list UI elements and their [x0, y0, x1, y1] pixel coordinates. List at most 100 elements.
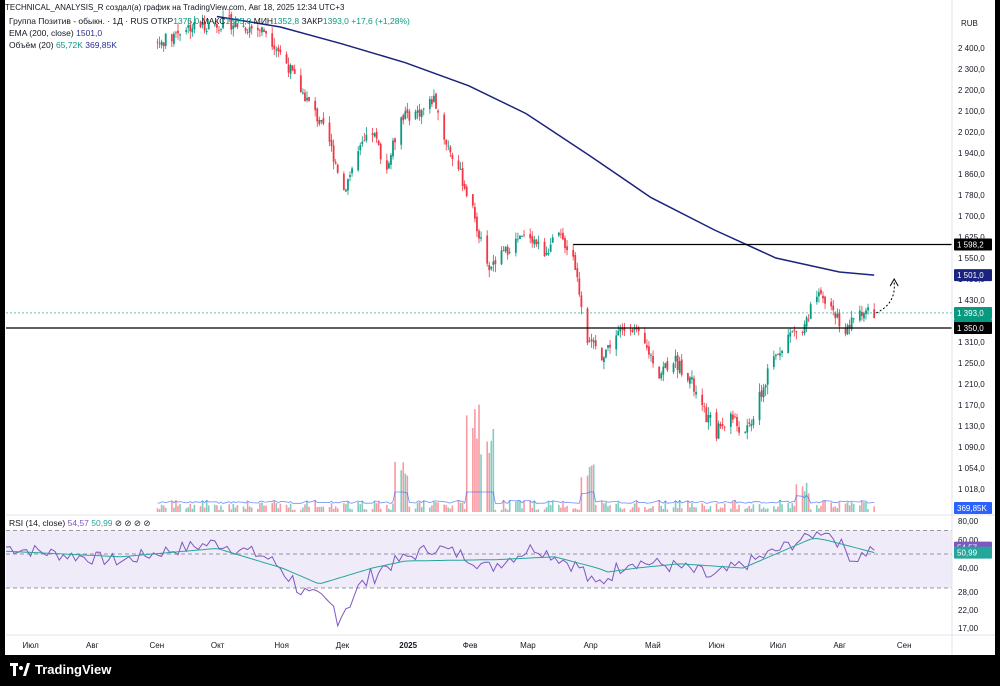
price-tick-label: 1 054,0	[958, 464, 985, 473]
candle	[820, 290, 822, 294]
candle	[476, 216, 478, 232]
time-tick-label: Сен	[149, 641, 164, 650]
ema-value: 1501,0	[76, 28, 103, 38]
volume-bar	[158, 509, 161, 512]
candle	[302, 92, 304, 94]
candle	[320, 119, 323, 122]
last-price-badge-bg	[954, 306, 992, 319]
rsi-band	[6, 530, 952, 588]
candle	[435, 93, 437, 109]
candle	[830, 301, 833, 307]
volume-bar	[791, 503, 794, 512]
volume-bar	[662, 508, 665, 512]
volume-bar	[277, 508, 280, 512]
candle	[803, 324, 806, 334]
change-value: +17,6 (+1,28%)	[351, 16, 410, 26]
volume-bar	[392, 503, 394, 512]
candle	[330, 140, 333, 147]
price-tick-label: 1 250,0	[958, 359, 985, 368]
volume-bar	[537, 509, 540, 512]
candle	[465, 186, 468, 196]
volume-bar	[637, 507, 640, 512]
volume-bar	[486, 441, 488, 512]
price-chart[interactable]: 2 400,0 2 300,0 2 200,0 2 100,0 2 020,0 1 940…	[0, 0, 1000, 655]
candle	[717, 423, 720, 439]
volume-bar	[574, 508, 577, 512]
candle	[304, 92, 306, 102]
volume-bar	[803, 491, 806, 512]
candle	[586, 308, 589, 343]
candle	[617, 330, 620, 336]
forecast-arrow-head	[889, 277, 899, 287]
volume-bar	[414, 508, 417, 512]
volume-bar	[775, 509, 777, 512]
price-tick-label: 1 780,0	[958, 191, 985, 200]
volume-bar	[635, 500, 638, 512]
volume-bar	[844, 503, 847, 512]
candle	[406, 109, 409, 113]
candle	[390, 155, 392, 165]
candle	[334, 161, 337, 164]
volume-bar	[566, 505, 568, 512]
candle	[865, 310, 867, 314]
candle	[293, 69, 296, 74]
candle	[256, 27, 259, 31]
volume-bar	[330, 503, 333, 512]
volume-bar	[504, 508, 507, 512]
volume-bar	[865, 502, 867, 512]
volume-bar	[717, 509, 720, 512]
candle	[781, 350, 783, 354]
candle	[557, 232, 560, 236]
rsi-ma-value: 50,99	[91, 518, 113, 528]
candle	[299, 75, 302, 93]
price-tick-label: 1 700,0	[958, 212, 985, 221]
ema-legend[interactable]: EMA (200, close) 1501,0	[9, 27, 410, 39]
rsi-legend[interactable]: RSI (14, close) 54,57 50,99 ⊘ ⊘ ⊘ ⊘	[9, 518, 150, 529]
candle	[838, 312, 841, 327]
volume-bar	[594, 504, 597, 512]
volume-bar	[371, 509, 374, 512]
volume-bar	[220, 505, 222, 512]
candle	[637, 327, 640, 331]
volume-bar	[807, 493, 810, 512]
rsi-ma-badge-bg	[954, 546, 992, 559]
candle	[177, 30, 179, 34]
volume-legend[interactable]: Объём (20) 65,72K 369,85K	[9, 39, 410, 51]
ema-line	[216, 15, 875, 276]
volume-bar	[285, 504, 288, 512]
candle	[218, 29, 220, 31]
volume-ma-badge-bg	[954, 502, 992, 514]
last-price-badge: 1 393,0	[957, 309, 984, 318]
candle	[691, 377, 693, 380]
volume-bar	[463, 508, 466, 512]
price-tick-label: 2 400,0	[958, 44, 985, 53]
volume-bar	[564, 507, 566, 512]
candle	[349, 175, 351, 177]
tradingview-logo[interactable]: TradingView	[10, 662, 111, 677]
candle	[492, 261, 495, 265]
candle	[578, 278, 581, 295]
volume-bar	[447, 507, 450, 512]
symbol-row[interactable]: Группа Позитив - обыкн. · 1Д · RUS ОТКР1…	[9, 15, 410, 27]
candle	[807, 319, 810, 321]
candle	[635, 328, 638, 330]
candle	[187, 25, 190, 28]
volume-bar	[787, 502, 789, 512]
volume-bar	[394, 461, 396, 512]
rsi-tick-label: 40,00	[958, 564, 979, 573]
volume-bar	[271, 502, 273, 512]
volume-bar	[586, 475, 589, 512]
candle	[486, 235, 489, 264]
candle	[506, 246, 509, 255]
close-value: 1393,0	[322, 16, 349, 26]
time-tick-label: Май	[645, 641, 661, 650]
eye-icon[interactable]: ⊘ ⊘ ⊘ ⊘	[114, 518, 151, 528]
candle	[351, 168, 353, 174]
volume-bar	[736, 509, 738, 512]
volume-bar	[205, 500, 208, 512]
price-tick-label: 2 200,0	[958, 86, 985, 95]
volume-bar	[830, 502, 832, 512]
candle	[162, 42, 165, 47]
volume-bar	[859, 505, 861, 512]
rsi-tick-label: 80,00	[958, 517, 979, 526]
